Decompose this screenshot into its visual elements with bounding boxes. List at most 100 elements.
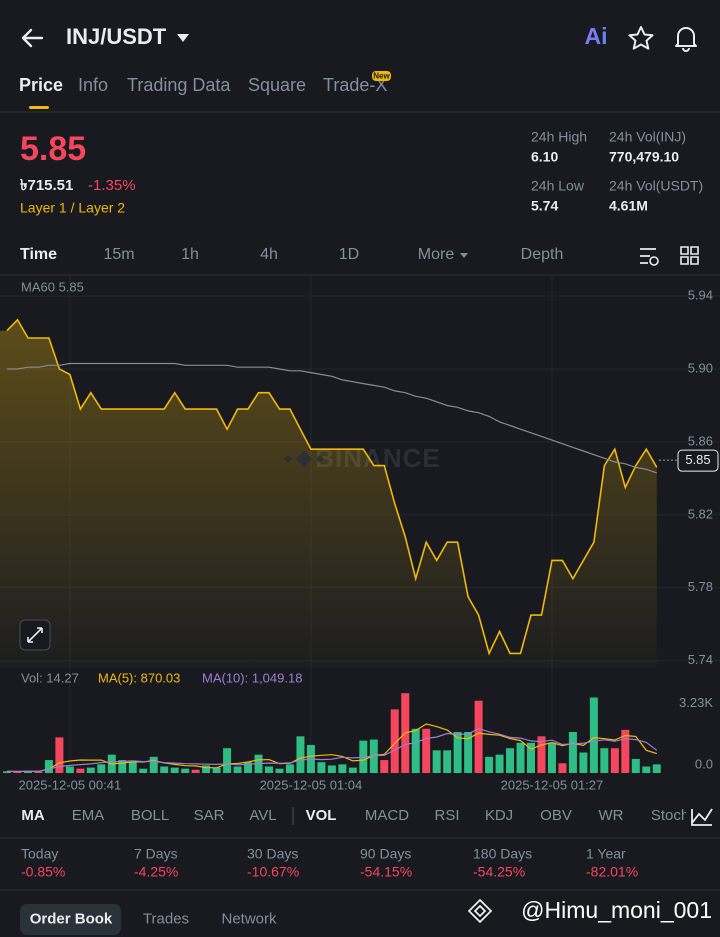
active-tab-bg: [20, 904, 121, 935]
volume-bar: [568, 732, 577, 773]
indicator-tab[interactable]: KDJ: [485, 807, 513, 824]
indicator-tab[interactable]: WR: [599, 807, 624, 824]
volume-bar: [97, 764, 106, 773]
tab[interactable]: Square: [248, 75, 306, 95]
x-tick-label: 2025-12-05 01:04: [260, 777, 363, 792]
new-badge: New: [373, 72, 390, 81]
performance-label: 1 Year: [586, 846, 626, 862]
x-tick-label: 2025-12-05 00:41: [19, 777, 122, 792]
ai-button[interactable]: Ai: [585, 23, 608, 49]
interval-tab[interactable]: 1D: [339, 246, 359, 263]
volume-bar: [464, 732, 473, 773]
volume-bar: [348, 767, 357, 773]
watermark-logo: [284, 451, 324, 467]
back-button[interactable]: [21, 28, 44, 48]
y-tick-label: 5.90: [688, 360, 713, 375]
performance-value: -10.67%: [247, 864, 299, 880]
chart-settings-icon: [649, 256, 659, 266]
performance-value: -4.25%: [134, 864, 178, 880]
volume-bar: [296, 736, 305, 773]
volume-bar: [139, 768, 148, 773]
tab[interactable]: Price: [19, 75, 63, 95]
volume-bar: [422, 728, 431, 773]
volume-bar: [212, 767, 221, 773]
volume-bar: [652, 764, 661, 773]
y-tick-label: 5.86: [688, 433, 713, 448]
indicator-tab[interactable]: MACD: [365, 807, 409, 824]
interval-tab[interactable]: 1h: [181, 246, 199, 263]
volume-bar: [380, 760, 389, 773]
tab[interactable]: Trading Data: [127, 75, 231, 95]
volume-bar: [244, 762, 253, 773]
indicator-tab[interactable]: VOL: [306, 807, 337, 824]
y-tick-label: 5.78: [688, 579, 713, 594]
volume-bar: [432, 750, 441, 773]
volume-bar: [453, 732, 462, 773]
volume-ma-line: [6, 723, 657, 773]
stat-value: 5.74: [531, 198, 558, 214]
volume-bar: [275, 768, 284, 773]
interval-tab[interactable]: Time: [20, 246, 57, 263]
volume-bar: [390, 709, 399, 773]
performance-label: 30 Days: [247, 846, 298, 862]
volume-tick-label: 0.0: [695, 756, 713, 771]
indicator-settings-button[interactable]: [691, 808, 713, 826]
fullscreen-icon: [27, 627, 43, 643]
tab[interactable]: Info: [78, 75, 108, 95]
volume-bar: [202, 765, 211, 773]
volume-bar: [76, 768, 85, 773]
volume-bar: [149, 756, 158, 773]
y-tick-label: 5.94: [688, 287, 713, 302]
volume-bar: [317, 762, 326, 773]
indicator-tab[interactable]: EMA: [72, 807, 105, 824]
layout-button[interactable]: [680, 246, 699, 265]
tab-indicator: [29, 106, 49, 109]
volume-bar: [128, 762, 137, 773]
volume-bar: [558, 763, 567, 773]
chart-settings-button[interactable]: [640, 248, 656, 264]
volume-bar: [3, 771, 11, 773]
performance-value: -82.01%: [586, 864, 638, 880]
interval-tab[interactable]: More: [418, 246, 455, 263]
tab[interactable]: Trade-X: [323, 75, 387, 95]
interval-tab[interactable]: Depth: [521, 246, 564, 263]
favorite-button[interactable]: [628, 26, 654, 50]
price-line: [6, 318, 658, 656]
notification-button[interactable]: [675, 27, 697, 52]
performance-label: 7 Days: [134, 846, 178, 862]
indicator-tab[interactable]: OBV: [540, 807, 572, 824]
bottom-tab[interactable]: Order Book: [30, 910, 113, 927]
last-price-box: [677, 449, 719, 472]
volume-bar: [86, 767, 95, 773]
indicator-tab[interactable]: MA: [21, 807, 44, 824]
indicator-tab[interactable]: AVL: [249, 807, 276, 824]
performance-value: -54.15%: [360, 864, 412, 880]
volume-bar: [23, 770, 32, 773]
bottom-tab[interactable]: Network: [221, 910, 277, 927]
indicator-tab[interactable]: RSI: [434, 807, 459, 824]
volume-bar: [285, 764, 294, 773]
y-tick-label: 5.74: [688, 652, 713, 667]
volume-bar: [233, 766, 242, 773]
volume-bar: [181, 768, 190, 773]
performance-value: -0.85%: [21, 864, 65, 880]
bottom-tab[interactable]: Trades: [143, 910, 189, 927]
indicator-tab[interactable]: Stoch: [651, 807, 689, 824]
volume-bar: [443, 750, 452, 773]
performance-value: -54.25%: [473, 864, 525, 880]
volume-bar: [589, 697, 598, 773]
indicator-tab[interactable]: BOLL: [131, 807, 169, 824]
volume-bar: [411, 728, 420, 773]
interval-tab[interactable]: 4h: [260, 246, 278, 263]
stat-label: 24h Vol(INJ): [609, 129, 686, 145]
indicator-tab[interactable]: SAR: [194, 807, 225, 824]
pair-dropdown[interactable]: [177, 34, 189, 42]
performance-label: 180 Days: [473, 846, 532, 862]
performance-label: Today: [21, 846, 58, 862]
volume-bar: [191, 769, 200, 773]
volume-bar: [160, 766, 169, 773]
interval-tab[interactable]: 15m: [103, 246, 134, 263]
